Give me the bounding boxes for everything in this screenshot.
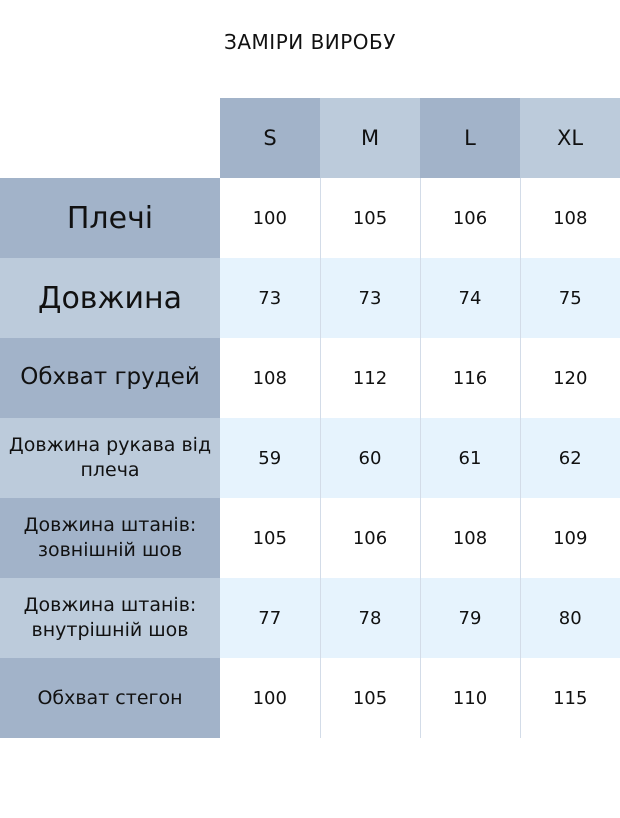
measurement-label: Довжина штанів: внутрішній шов bbox=[0, 578, 220, 658]
table-row: Плечі 100 105 106 108 bbox=[0, 178, 620, 258]
table-row: Довжина штанів: внутрішній шов 77 78 79 80 bbox=[0, 578, 620, 658]
measurement-value: 120 bbox=[519, 338, 620, 418]
measurement-label: Довжина рукава від плеча bbox=[0, 418, 220, 498]
measurement-value: 78 bbox=[319, 578, 420, 658]
measurement-value: 77 bbox=[220, 578, 320, 658]
measurement-value: 108 bbox=[519, 178, 620, 258]
page-title: ЗАМІРИ ВИРОБУ bbox=[224, 30, 396, 54]
measurement-value: 116 bbox=[419, 338, 520, 418]
measurement-value: 105 bbox=[319, 658, 420, 738]
table-row: Обхват грудей 108 112 116 120 bbox=[0, 338, 620, 418]
measurement-value: 59 bbox=[220, 418, 320, 498]
measurement-value: 62 bbox=[519, 418, 620, 498]
measurement-value: 100 bbox=[252, 207, 287, 229]
measurement-value: 108 bbox=[419, 498, 520, 578]
table-row: Обхват стегон 100 105 110 115 bbox=[0, 658, 620, 738]
size-l: L bbox=[420, 98, 520, 178]
measurement-value: 105 bbox=[252, 527, 287, 549]
measurement-value: 100 bbox=[252, 687, 287, 709]
measurement-value: 109 bbox=[519, 498, 620, 578]
measurement-value: 79 bbox=[419, 578, 520, 658]
measurement-value: 61 bbox=[419, 418, 520, 498]
measurement-label: Обхват стегон bbox=[0, 658, 220, 738]
measurement-value: 73 bbox=[319, 258, 420, 338]
measurement-value: 108 bbox=[252, 367, 287, 389]
measurement-value: 106 bbox=[419, 178, 520, 258]
measurement-label: Обхват грудей bbox=[0, 338, 220, 418]
table-row: Довжина 73 73 74 75 bbox=[0, 258, 620, 338]
measurement-value: 74 bbox=[419, 258, 520, 338]
measurement-value: 80 bbox=[519, 578, 620, 658]
measurement-value: 75 bbox=[519, 258, 620, 338]
measurement-value: 105 bbox=[319, 178, 420, 258]
table-corner bbox=[0, 98, 220, 178]
size-header-row: S M L XL bbox=[0, 98, 620, 178]
measurement-label: Довжина штанів: зовнішній шов bbox=[0, 498, 220, 578]
measurement-value: 110 bbox=[419, 658, 520, 738]
size-table: S M L XL Плечі 100 105 106 108 Довжина 73 73 74 7… bbox=[0, 98, 620, 738]
measurement-value: 106 bbox=[319, 498, 420, 578]
measurement-value: 112 bbox=[319, 338, 420, 418]
measurement-label: Плечі bbox=[0, 178, 220, 258]
table-row: Довжина рукава від плеча 59 60 61 62 bbox=[0, 418, 620, 498]
size-m: M bbox=[320, 98, 420, 178]
measurement-label: Довжина bbox=[0, 258, 220, 338]
measurement-value: 115 bbox=[519, 658, 620, 738]
table-row: Довжина штанів: зовнішній шов 105 106 108 10… bbox=[0, 498, 620, 578]
size-xl: XL bbox=[520, 98, 620, 178]
size-s: S bbox=[220, 98, 320, 178]
measurement-value: 73 bbox=[220, 258, 320, 338]
measurement-value: 60 bbox=[319, 418, 420, 498]
